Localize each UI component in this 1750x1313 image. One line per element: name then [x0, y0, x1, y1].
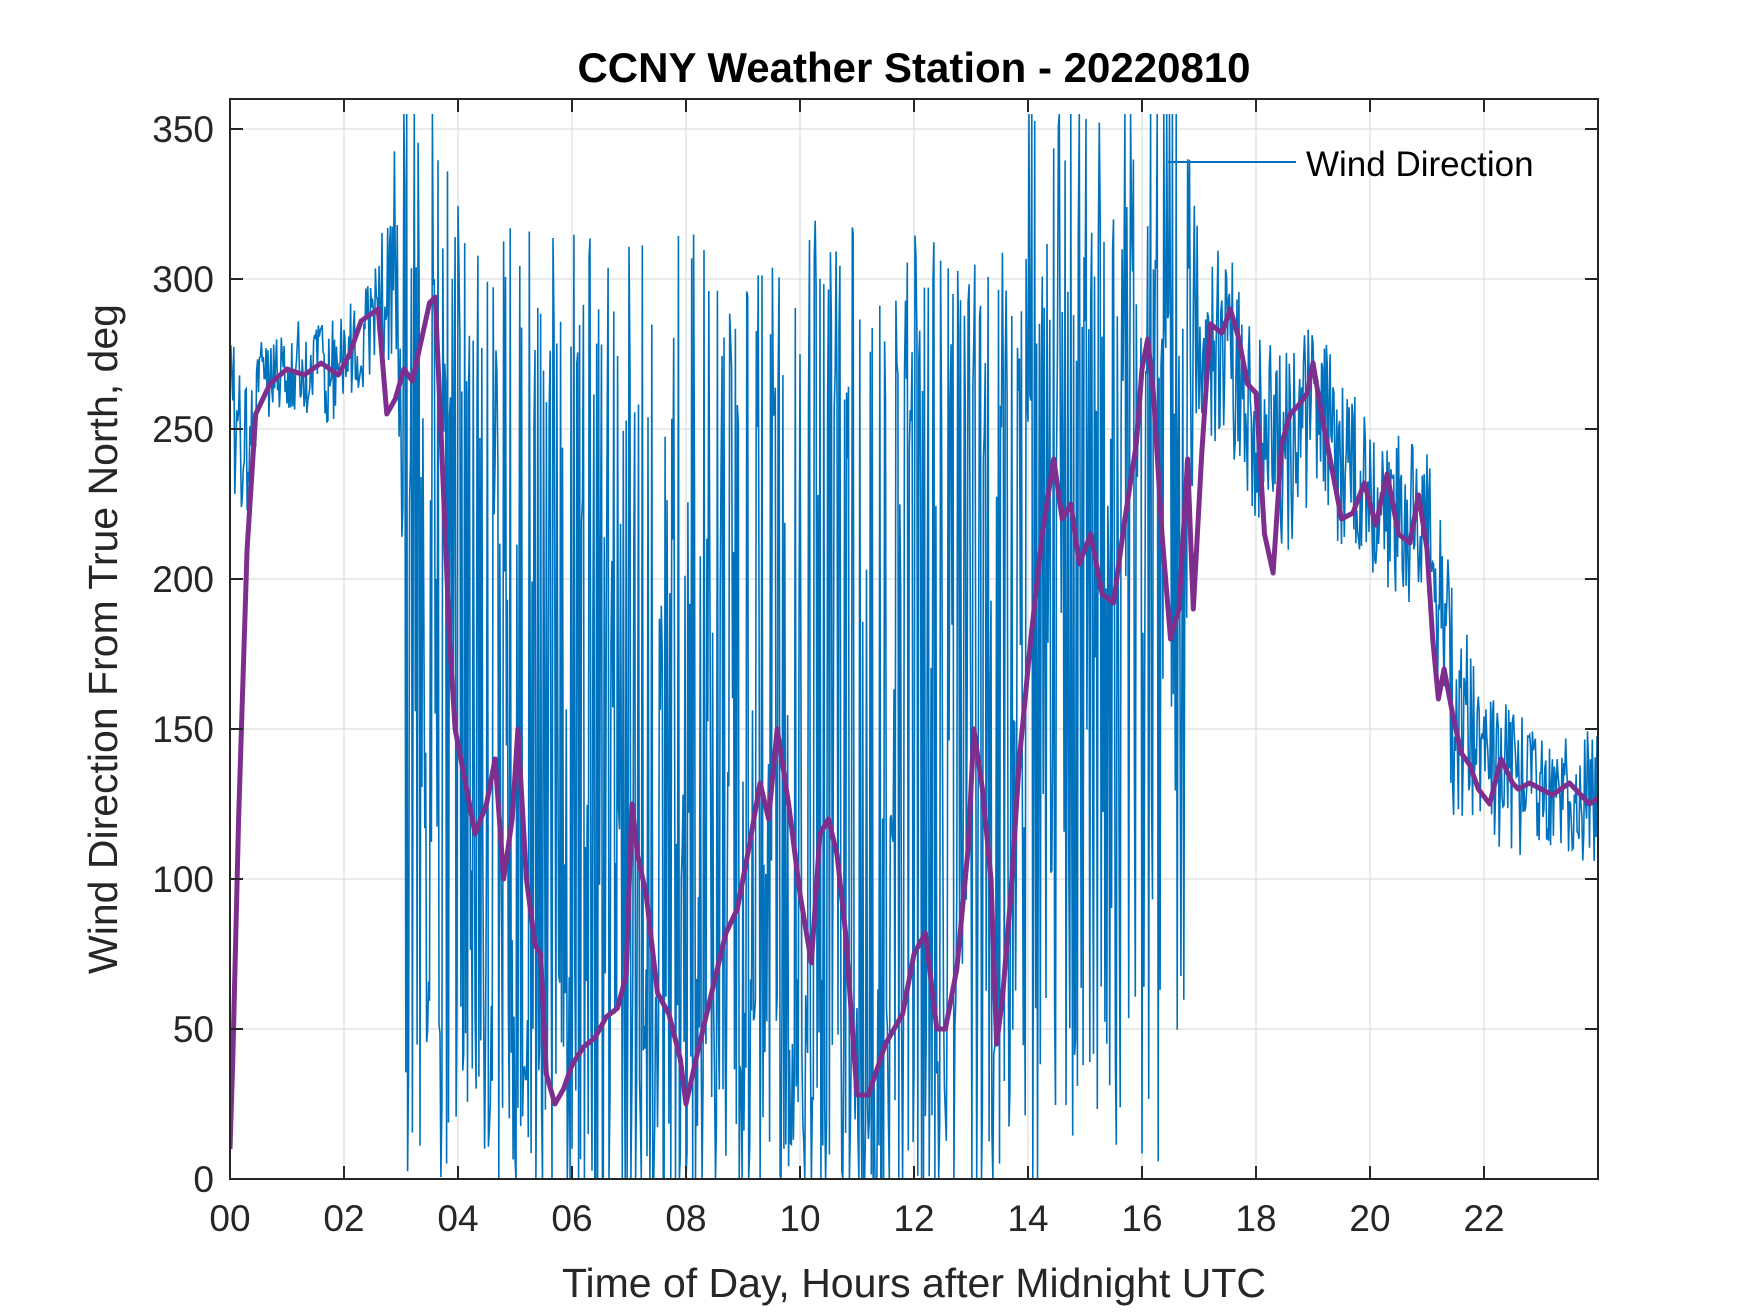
- y-tick-label: 150: [152, 709, 214, 750]
- y-tick-label: 250: [152, 409, 214, 450]
- x-tick-label: 08: [665, 1198, 706, 1239]
- y-tick-label: 50: [173, 1009, 214, 1050]
- axis-ticks: [229, 99, 1598, 1180]
- x-tick-label: 12: [893, 1198, 934, 1239]
- legend-label-wind-direction: Wind Direction: [1306, 145, 1534, 184]
- y-axis-tick-labels: 0 50 100 150 200 250 300 350: [152, 109, 214, 1200]
- x-tick-label: 04: [437, 1198, 478, 1239]
- x-tick-label: 22: [1463, 1198, 1504, 1239]
- x-tick-label: 02: [323, 1198, 364, 1239]
- series-line-smoothed-wind-direction: [230, 294, 1598, 1150]
- y-tick-label: 350: [152, 109, 214, 150]
- series-line-wind-direction: [230, 113, 1598, 1179]
- y-tick-label: 200: [152, 559, 214, 600]
- y-axis-label: Wind Direction From True North, deg: [80, 304, 126, 974]
- x-tick-label: 18: [1235, 1198, 1276, 1239]
- y-tick-label: 100: [152, 859, 214, 900]
- x-tick-label: 10: [779, 1198, 820, 1239]
- x-axis-tick-labels: 00 02 04 06 08 10 12 14 16 18 20 22: [209, 1198, 1504, 1239]
- x-tick-label: 16: [1121, 1198, 1162, 1239]
- x-tick-label: 20: [1349, 1198, 1390, 1239]
- plot-series-group: [230, 113, 1598, 1179]
- x-tick-label: 06: [551, 1198, 592, 1239]
- x-tick-label: 14: [1007, 1198, 1048, 1239]
- y-tick-label: 0: [193, 1159, 214, 1200]
- y-tick-label: 300: [152, 259, 214, 300]
- chart-title: CCNY Weather Station - 20220810: [577, 44, 1250, 91]
- x-axis-label: Time of Day, Hours after Midnight UTC: [562, 1260, 1266, 1306]
- x-tick-label: 00: [209, 1198, 250, 1239]
- legend: Wind Direction: [1168, 145, 1534, 184]
